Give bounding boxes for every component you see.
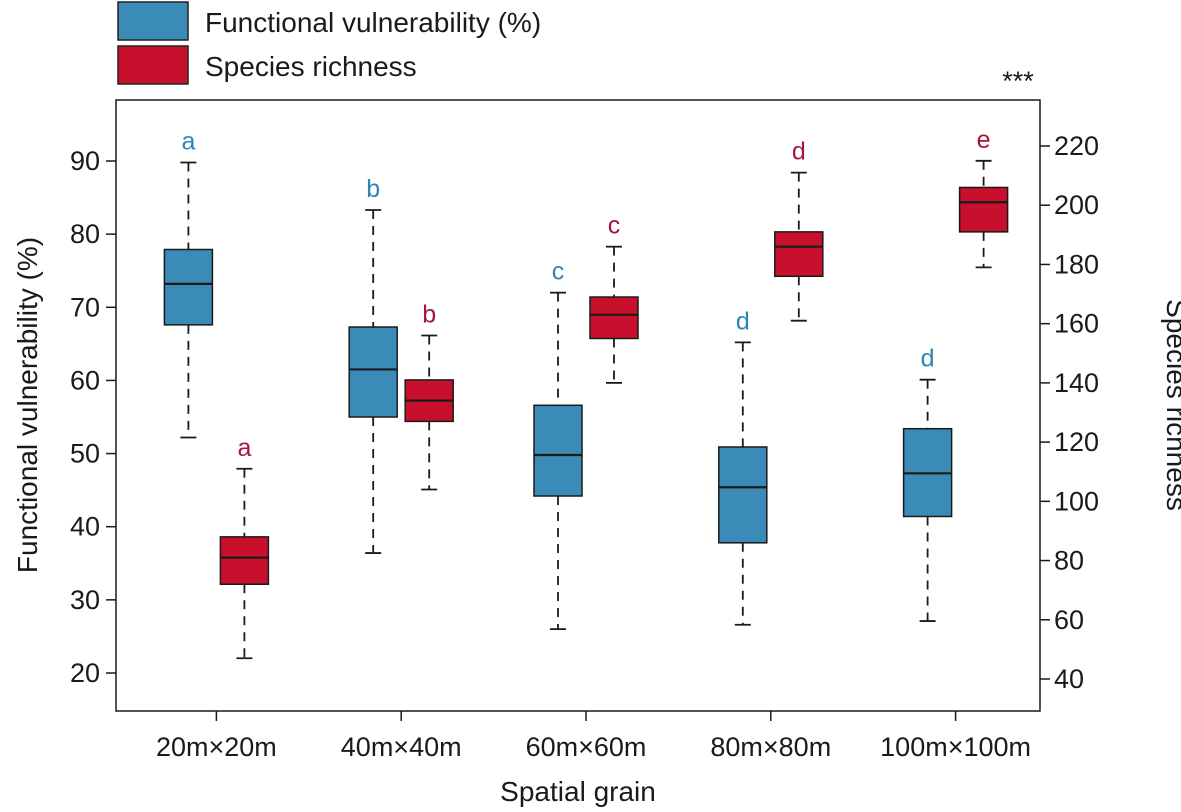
- legend: Functional vulnerability (%) Species ric…: [117, 1, 541, 85]
- box-iqr: [533, 404, 583, 497]
- box-functional-vulnerability: b: [348, 175, 398, 554]
- box-species-richness: b: [404, 301, 454, 491]
- y-axis-left-title: Functional vulnerability (%): [12, 237, 43, 573]
- significance-letter: d: [921, 345, 935, 373]
- box-iqr: [774, 231, 824, 278]
- y-axis-right-title: Species richness: [1161, 299, 1181, 511]
- box-species-richness: e: [958, 126, 1009, 269]
- box-iqr: [958, 186, 1009, 233]
- legend-label-functional-vulnerability: Functional vulnerability (%): [205, 7, 541, 38]
- x-tick-label: 60m×60m: [526, 732, 647, 762]
- x-tick-label: 80m×80m: [710, 732, 831, 762]
- left-tick-label: 90: [70, 146, 100, 176]
- box-functional-vulnerability: a: [163, 127, 214, 439]
- box-iqr: [348, 326, 398, 418]
- x-tick-label: 20m×20m: [156, 732, 277, 762]
- left-axis-ticks: 20 30 40 50 60 70 80 90: [70, 146, 116, 688]
- box-species-richness: a: [219, 434, 270, 660]
- plot-frame: [115, 99, 1041, 712]
- legend-swatch-functional-vulnerability: [117, 1, 189, 41]
- right-tick-label: 120: [1054, 427, 1099, 457]
- right-tick-label: 180: [1054, 249, 1099, 279]
- right-tick-label: 200: [1054, 190, 1099, 220]
- left-tick-label: 20: [70, 658, 100, 688]
- right-tick-label: 40: [1054, 664, 1084, 694]
- significance-letter: d: [736, 307, 750, 335]
- significance-letter: e: [977, 126, 991, 154]
- x-axis-title: Spatial grain: [500, 776, 656, 807]
- right-tick-label: 100: [1054, 486, 1099, 516]
- box-iqr: [163, 248, 214, 326]
- x-axis-ticks: 20m×20m 40m×40m 60m×60m 80m×80m 100m×100m: [156, 711, 1031, 762]
- right-tick-label: 220: [1054, 131, 1099, 161]
- left-tick-label: 30: [70, 585, 100, 615]
- significance-letter: b: [422, 301, 436, 329]
- box-iqr: [718, 446, 768, 544]
- significance-letter: d: [792, 138, 806, 166]
- significance-marker: ***: [1002, 66, 1034, 96]
- left-tick-label: 80: [70, 219, 100, 249]
- box-iqr: [219, 536, 270, 585]
- significance-letter: a: [181, 127, 195, 155]
- box-functional-vulnerability: d: [718, 307, 768, 626]
- legend-label-species-richness: Species richness: [205, 51, 417, 82]
- significance-letter: c: [608, 212, 621, 240]
- box-species-richness: c: [589, 212, 639, 384]
- significance-letter: c: [552, 258, 565, 286]
- box-species-richness: d: [774, 138, 824, 322]
- legend-swatch-species-richness: [117, 45, 189, 85]
- right-axis-ticks: 40 60 80 100 120 140 160 180 200 220: [1040, 131, 1099, 694]
- significance-letter: a: [237, 434, 251, 462]
- left-tick-label: 70: [70, 292, 100, 322]
- left-tick-label: 40: [70, 512, 100, 542]
- right-tick-label: 140: [1054, 368, 1099, 398]
- box-functional-vulnerability: d: [902, 345, 953, 622]
- right-tick-label: 80: [1054, 546, 1084, 576]
- x-tick-label: 100m×100m: [880, 732, 1031, 762]
- x-tick-label: 40m×40m: [341, 732, 462, 762]
- left-tick-label: 60: [70, 365, 100, 395]
- box-series: a b c d d a b c d e: [163, 126, 1009, 660]
- box-iqr: [589, 296, 639, 340]
- right-tick-label: 60: [1054, 605, 1084, 635]
- left-tick-label: 50: [70, 439, 100, 469]
- right-tick-label: 160: [1054, 309, 1099, 339]
- box-functional-vulnerability: c: [533, 258, 583, 631]
- significance-letter: b: [366, 175, 380, 203]
